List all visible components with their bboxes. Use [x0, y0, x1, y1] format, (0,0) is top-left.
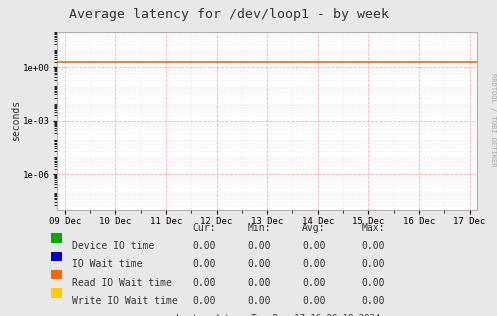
Text: Write IO Wait time: Write IO Wait time	[72, 296, 178, 306]
Text: 0.00: 0.00	[302, 296, 326, 306]
Text: Device IO time: Device IO time	[72, 241, 154, 251]
Text: 0.00: 0.00	[193, 296, 216, 306]
Text: Read IO Wait time: Read IO Wait time	[72, 278, 172, 288]
Text: 0.00: 0.00	[193, 241, 216, 251]
Y-axis label: seconds: seconds	[10, 100, 20, 142]
Text: Cur:: Cur:	[193, 223, 216, 233]
Text: Last update:  Tue Dec 17 16:00:18 2024: Last update: Tue Dec 17 16:00:18 2024	[176, 314, 380, 316]
Text: Min:: Min:	[248, 223, 271, 233]
Text: 0.00: 0.00	[362, 241, 385, 251]
Text: RRDTOOL / TOBI OETIKER: RRDTOOL / TOBI OETIKER	[490, 73, 496, 167]
Text: 0.00: 0.00	[193, 278, 216, 288]
Text: 0.00: 0.00	[362, 259, 385, 270]
Text: 0.00: 0.00	[302, 259, 326, 270]
Text: 0.00: 0.00	[302, 241, 326, 251]
Text: 0.00: 0.00	[302, 278, 326, 288]
Text: Average latency for /dev/loop1 - by week: Average latency for /dev/loop1 - by week	[69, 8, 389, 21]
Text: Max:: Max:	[362, 223, 385, 233]
Text: 0.00: 0.00	[248, 241, 271, 251]
Text: 0.00: 0.00	[248, 278, 271, 288]
Text: 0.00: 0.00	[248, 259, 271, 270]
Text: 0.00: 0.00	[193, 259, 216, 270]
Text: 0.00: 0.00	[362, 278, 385, 288]
Text: Avg:: Avg:	[302, 223, 326, 233]
Text: IO Wait time: IO Wait time	[72, 259, 143, 270]
Text: 0.00: 0.00	[248, 296, 271, 306]
Text: 0.00: 0.00	[362, 296, 385, 306]
